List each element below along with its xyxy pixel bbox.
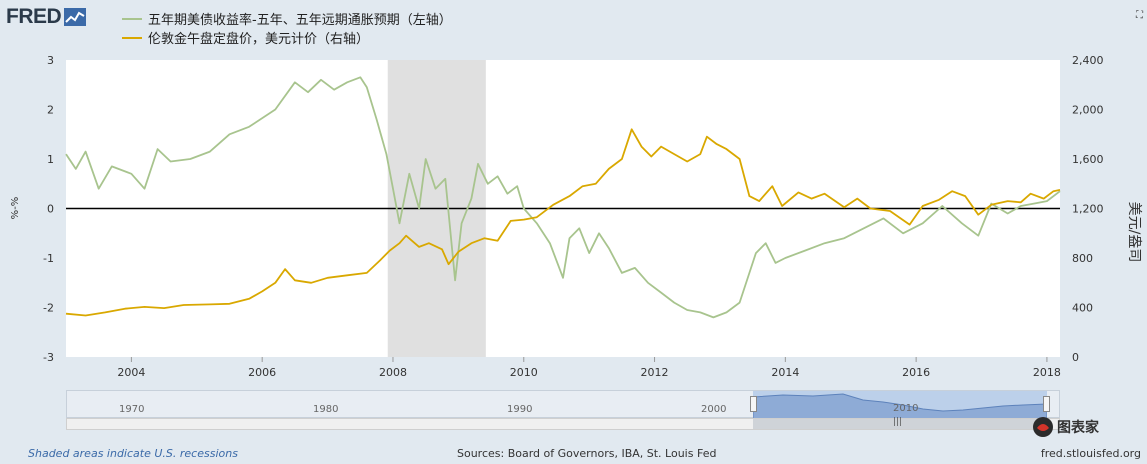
navigator-selected-range[interactable]: 2010 <box>752 391 1048 420</box>
left-axis-label: %-% <box>10 197 21 220</box>
site-link[interactable]: fred.stlouisfed.org <box>1040 447 1141 460</box>
sources-text: Sources: Board of Governors, IBA, St. Lo… <box>457 447 717 460</box>
right-axis-label: 美元/盎司 <box>1126 202 1142 263</box>
x-tick-label: 2010 <box>510 366 538 379</box>
legend-label-yield-spread: 五年期美债收益率-五年、五年远期通胀预期（左轴） <box>148 13 452 28</box>
x-axis-ticks: 2004 2006 2008 2010 2012 2014 2016 2018 <box>117 357 1061 379</box>
left-axis-ticks: 3 2 1 0 -1 -2 -3 <box>43 54 54 364</box>
chart-canvas: 3 2 1 0 -1 -2 -3 2,400 2,000 1,600 1,200 800 400 0 2… <box>10 54 1142 379</box>
right-tick-label: 800 <box>1072 252 1093 265</box>
legend-entry-yield-spread: 五年期美债收益率-五年、五年远期通胀预期（左轴） <box>122 9 452 28</box>
legend-swatch-green <box>122 17 142 20</box>
navigator-track[interactable]: 1970 1980 1990 2000 2010 <box>66 390 1060 420</box>
right-tick-label: 0 <box>1072 351 1079 364</box>
legend-swatch-gold <box>122 36 142 39</box>
navigator-tick-1970: 1970 <box>119 404 145 415</box>
watermark: 图表家 <box>1032 414 1112 440</box>
x-tick-label: 2018 <box>1033 366 1061 379</box>
left-tick-label: 0 <box>47 203 54 216</box>
series-layer <box>65 76 1061 319</box>
series-line-gold-price <box>65 128 1061 317</box>
legend-label-gold-price: 伦敦金午盘定盘价，美元计价（右轴） <box>148 32 370 47</box>
navigator-tick-1980: 1980 <box>313 404 339 415</box>
navigator-tick-1990: 1990 <box>507 404 533 415</box>
left-tick-label: -1 <box>43 252 54 265</box>
navigator-tick-2010: 2010 <box>893 403 919 414</box>
x-tick-label: 2016 <box>902 366 930 379</box>
right-tick-label: 1,200 <box>1072 203 1104 216</box>
fred-logo-text: FRED <box>6 5 62 28</box>
right-tick-label: 1,600 <box>1072 153 1104 166</box>
watermark-text: 图表家 <box>1057 420 1099 436</box>
right-tick-label: 2,400 <box>1072 54 1104 67</box>
navigator-left-handle[interactable] <box>750 396 757 412</box>
range-navigator[interactable]: 1970 1980 1990 2000 2010 ||| <box>66 390 1060 432</box>
x-tick-label: 2004 <box>117 366 145 379</box>
right-tick-label: 400 <box>1072 302 1093 315</box>
x-tick-label: 2008 <box>379 366 407 379</box>
navigator-tick-2000: 2000 <box>701 404 727 415</box>
navigator-scrollbar[interactable]: ||| <box>66 417 1060 430</box>
fred-logo[interactable]: FRED <box>6 4 87 30</box>
left-tick-label: 2 <box>47 104 54 117</box>
chart-header: FRED 五年期美债收益率-五年、五年远期通胀预期（左轴） 伦敦金午盘定盘价，美… <box>0 0 1147 56</box>
x-tick-label: 2012 <box>641 366 669 379</box>
series-line-yield-spread <box>65 76 1061 319</box>
x-tick-label: 2006 <box>248 366 276 379</box>
x-tick-label: 2014 <box>771 366 799 379</box>
right-axis-ticks: 2,400 2,000 1,600 1,200 800 400 0 <box>1072 54 1104 364</box>
scroll-grip-icon: ||| <box>893 417 903 427</box>
expand-icon[interactable]: ⛶ <box>1136 10 1143 21</box>
recession-note: Shaded areas indicate U.S. recessions <box>28 447 238 460</box>
navigator-right-handle[interactable] <box>1043 396 1050 412</box>
left-tick-label: -3 <box>43 351 54 364</box>
legend-entry-gold-price: 伦敦金午盘定盘价，美元计价（右轴） <box>122 28 369 47</box>
trend-line-icon <box>64 8 87 26</box>
left-tick-label: -2 <box>43 302 54 315</box>
navigator-scroll-thumb[interactable]: ||| <box>753 417 1047 429</box>
watermark-logo-icon <box>1033 417 1053 437</box>
right-tick-label: 2,000 <box>1072 104 1104 117</box>
navigator-mini-series <box>752 393 1048 420</box>
left-tick-label: 3 <box>47 54 54 67</box>
left-tick-label: 1 <box>47 153 54 166</box>
